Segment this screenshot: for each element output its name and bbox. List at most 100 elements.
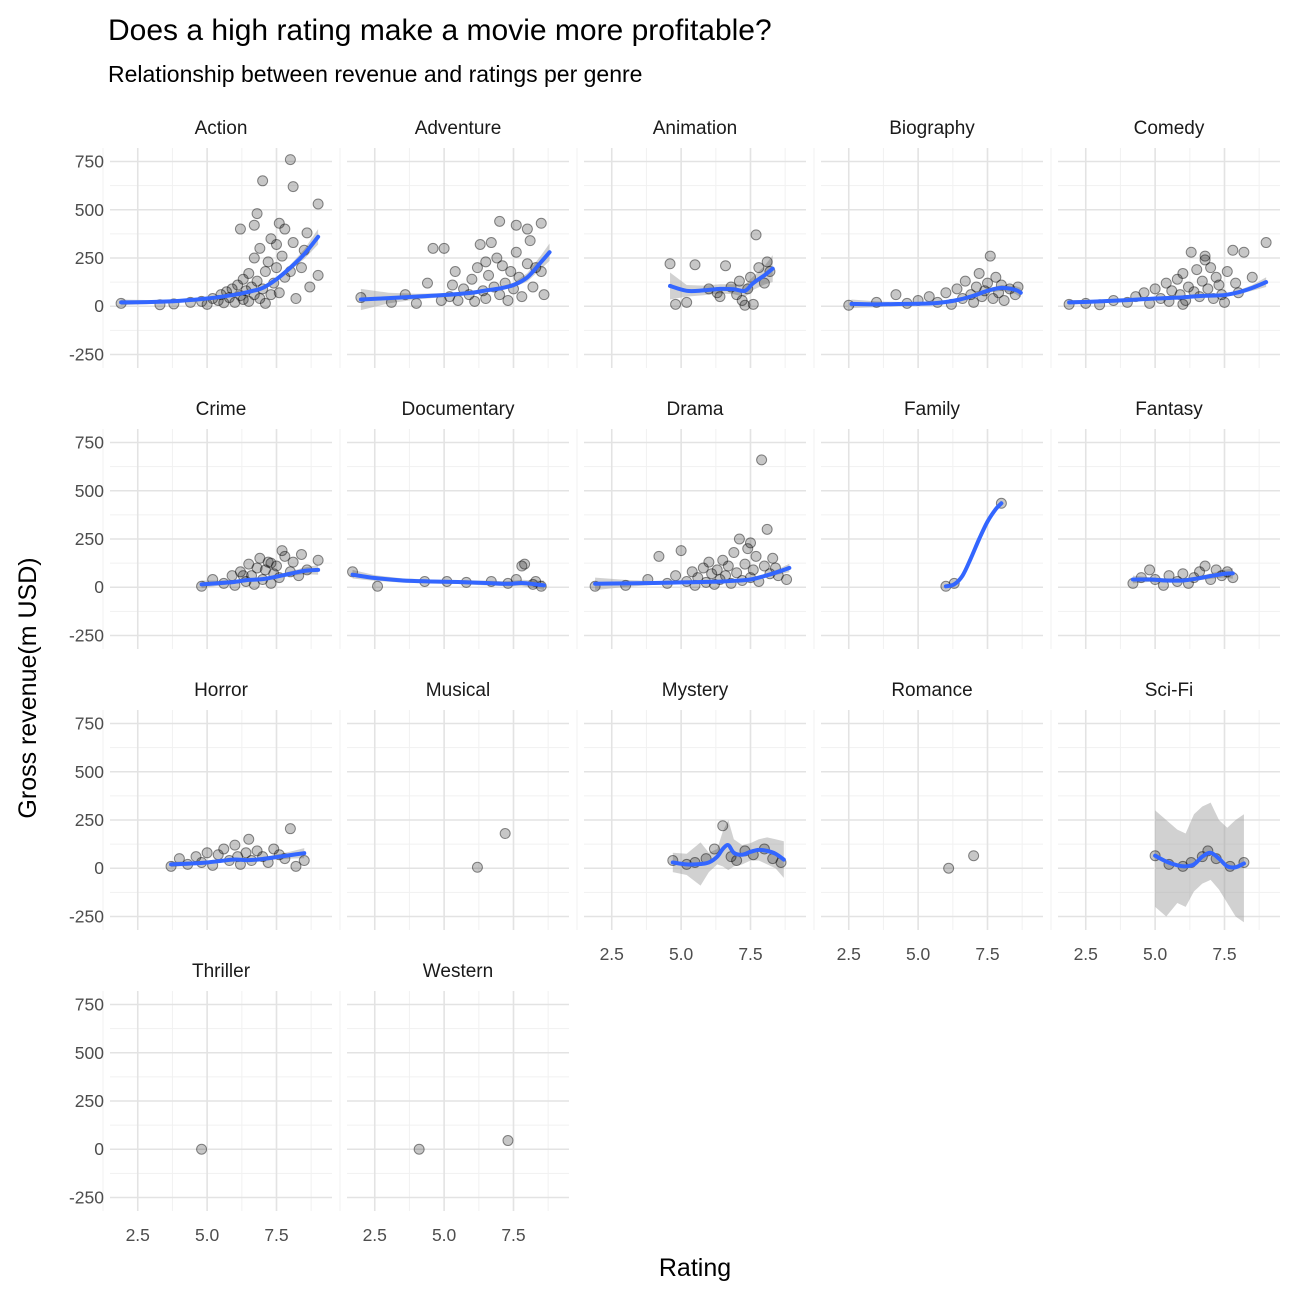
y-tick-label: 0 (94, 858, 104, 878)
data-point (265, 233, 277, 245)
data-point (480, 293, 492, 305)
data-point (731, 567, 743, 579)
data-point (243, 267, 255, 279)
facet-label: Western (423, 961, 493, 982)
data-point (259, 564, 271, 576)
data-point (761, 523, 773, 535)
data-point (1166, 285, 1178, 297)
data-point (471, 262, 483, 274)
data-point (446, 279, 458, 291)
data-point (262, 256, 274, 268)
data-point (1199, 560, 1211, 572)
data-point (229, 296, 241, 308)
data-point (1199, 250, 1211, 262)
chart-title: Does a high rating make a movie more pro… (108, 14, 772, 47)
data-point (742, 543, 754, 555)
data-point (287, 181, 299, 193)
data-point (251, 845, 263, 857)
data-point (708, 843, 720, 855)
data-point (449, 266, 461, 278)
data-point (438, 242, 450, 254)
data-point (201, 847, 213, 859)
confidence-band (672, 820, 784, 886)
data-point (686, 566, 698, 578)
data-point (469, 295, 481, 307)
data-point (494, 215, 506, 227)
y-tick-label: 750 (75, 152, 104, 172)
x-axis-title: Rating (659, 1254, 731, 1282)
x-tick-label: 2.5 (600, 944, 624, 964)
panel-crime: Crime 750 500 250 0 -250 (69, 399, 332, 649)
data-point (243, 558, 255, 570)
data-point (1246, 271, 1258, 283)
data-point (1138, 287, 1150, 299)
facet-label: Drama (666, 399, 723, 420)
data-point (485, 237, 497, 249)
facet-label: Horror (194, 680, 249, 701)
smooth-line (358, 250, 552, 302)
data-point (664, 258, 676, 270)
data-point (251, 562, 263, 574)
smooth-line (1153, 850, 1246, 870)
data-point (998, 294, 1010, 306)
data-point (670, 298, 682, 310)
data-point (1230, 277, 1242, 289)
data-point (753, 262, 765, 274)
data-point (717, 554, 729, 566)
facet-label: Biography (889, 118, 975, 139)
y-tick-label: -250 (69, 344, 104, 364)
data-point (254, 293, 266, 305)
data-point (681, 296, 693, 308)
data-point (1196, 275, 1208, 287)
x-tick-label: 2.5 (363, 1225, 387, 1245)
data-point (1177, 267, 1189, 279)
data-point (271, 560, 282, 572)
data-point (951, 283, 963, 295)
data-point (736, 294, 748, 306)
data-point (510, 219, 522, 231)
data-point (984, 250, 996, 262)
x-tick-label: 5.0 (669, 944, 694, 964)
y-axis-title: Gross revenue(m USD) (14, 557, 42, 818)
data-point (427, 242, 439, 254)
panel-comedy: Comedy (1050, 118, 1280, 368)
data-point (413, 1143, 425, 1155)
data-point (295, 548, 307, 560)
data-point (259, 297, 271, 309)
smooth-line (199, 567, 321, 587)
data-point (251, 208, 263, 220)
data-point (973, 267, 985, 279)
y-tick-label: -250 (69, 906, 104, 926)
data-point (1144, 564, 1156, 576)
data-point (502, 1135, 514, 1147)
data-point (940, 287, 952, 299)
data-point (524, 235, 536, 247)
data-point (232, 279, 244, 291)
data-point (234, 223, 246, 235)
smooth-line (593, 565, 792, 586)
facet-panels: Action 750 500 250 0 -250 Adventure Animation Bi… (69, 118, 1280, 1245)
facet-label: Romance (891, 680, 972, 701)
data-point (243, 295, 255, 307)
data-point (781, 574, 793, 586)
data-point (480, 256, 492, 268)
data-point (728, 547, 740, 559)
data-point (276, 250, 288, 262)
data-point (1238, 246, 1250, 258)
y-tick-label: 0 (94, 577, 104, 597)
data-point (265, 557, 277, 569)
data-point (276, 545, 288, 557)
data-point (259, 266, 271, 278)
y-tick-label: 0 (94, 296, 104, 316)
data-point (505, 266, 517, 278)
panel-drama: Drama (576, 399, 806, 649)
data-point (234, 566, 246, 578)
facet-label: Animation (653, 118, 738, 139)
data-point (229, 839, 241, 851)
data-point (717, 820, 729, 832)
smooth-line (1130, 571, 1235, 583)
panel-horror: Horror 750 500 250 0 -250 (69, 680, 332, 930)
data-point (312, 269, 324, 281)
data-point (714, 291, 726, 303)
